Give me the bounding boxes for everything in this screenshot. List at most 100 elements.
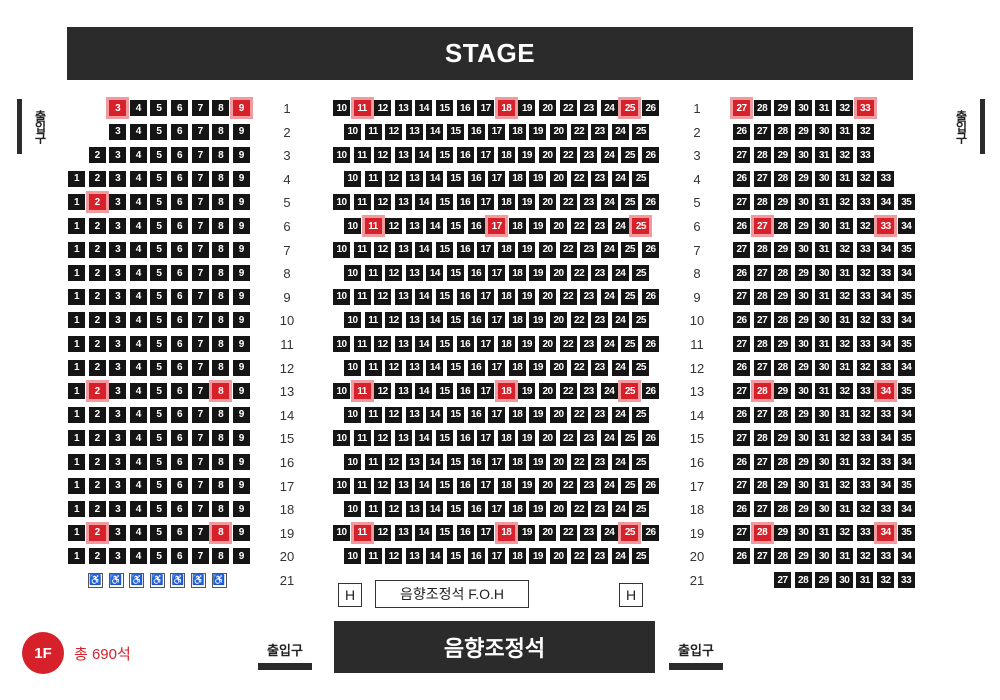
seat-center-25[interactable]: 25 bbox=[621, 430, 639, 447]
seat-center-22[interactable]: 22 bbox=[559, 194, 577, 211]
seat-center-25[interactable]: 25 bbox=[632, 454, 650, 470]
seat-right-35[interactable]: 35 bbox=[897, 288, 915, 305]
seat-center-20[interactable]: 20 bbox=[539, 100, 556, 116]
seat-center-22[interactable]: 22 bbox=[570, 359, 588, 376]
seat-center-15[interactable]: 15 bbox=[447, 123, 464, 140]
seat-center-18[interactable]: 18 bbox=[508, 265, 526, 282]
seat-right-33[interactable]: 33 bbox=[856, 194, 874, 211]
seat-center-20[interactable]: 20 bbox=[539, 524, 556, 541]
seat-left-7[interactable]: 7 bbox=[191, 430, 209, 447]
seat-right-32[interactable]: 32 bbox=[836, 383, 853, 400]
seat-right-34[interactable]: 34 bbox=[897, 406, 915, 423]
seat-left-8[interactable]: 8 bbox=[212, 288, 230, 305]
seat-center-14[interactable]: 14 bbox=[415, 288, 433, 305]
seat-left-5[interactable]: 5 bbox=[150, 454, 168, 470]
seat-left-2[interactable]: 2 bbox=[88, 288, 106, 305]
seat-center-25[interactable]: 25 bbox=[632, 548, 650, 565]
seat-right-30[interactable]: 30 bbox=[794, 336, 812, 352]
seat-left-3[interactable]: 3 bbox=[109, 241, 127, 258]
seat-center-11[interactable]: 11 bbox=[364, 359, 382, 376]
seat-left-2[interactable]: 2 bbox=[88, 170, 106, 187]
seat-center-11[interactable]: 11 bbox=[364, 312, 382, 329]
seat-left-8[interactable]: 8 bbox=[212, 406, 230, 423]
seat-center-20[interactable]: 20 bbox=[550, 501, 567, 518]
seat-left-8[interactable]: 8 bbox=[212, 265, 230, 282]
seat-center-20[interactable]: 20 bbox=[539, 336, 556, 352]
seat-left-3[interactable]: 3 bbox=[109, 170, 127, 187]
seat-center-19[interactable]: 19 bbox=[518, 241, 536, 258]
seat-center-12[interactable]: 12 bbox=[385, 501, 403, 518]
seat-right-32[interactable]: 32 bbox=[836, 288, 853, 305]
seat-left-4[interactable]: 4 bbox=[129, 383, 147, 400]
seat-right-31[interactable]: 31 bbox=[836, 548, 853, 565]
seat-right-26[interactable]: 26 bbox=[733, 548, 750, 565]
seat-left-4[interactable]: 4 bbox=[129, 218, 147, 234]
seat-center-11[interactable]: 11 bbox=[364, 265, 382, 282]
seat-center-12[interactable]: 12 bbox=[374, 336, 392, 352]
seat-left-4[interactable]: 4 bbox=[129, 170, 147, 187]
seat-left-9[interactable]: 9 bbox=[232, 383, 250, 400]
seat-right-32[interactable]: 32 bbox=[856, 218, 874, 234]
seat-center-24[interactable]: 24 bbox=[600, 383, 618, 400]
seat-left-5[interactable]: 5 bbox=[150, 312, 168, 329]
seat-center-10[interactable]: 10 bbox=[333, 241, 350, 258]
seat-left-8[interactable]: 8 bbox=[212, 359, 230, 376]
seat-center-12[interactable]: 12 bbox=[374, 100, 392, 116]
seat-right-28[interactable]: 28 bbox=[774, 406, 792, 423]
seat-center-10[interactable]: 10 bbox=[344, 454, 361, 470]
seat-left-9[interactable]: 9 bbox=[232, 147, 250, 164]
seat-left-3[interactable]: 3 bbox=[109, 123, 127, 140]
seat-right-28[interactable]: 28 bbox=[753, 194, 771, 211]
seat-left-9[interactable]: 9 bbox=[232, 241, 250, 258]
seat-left-5[interactable]: 5 bbox=[150, 548, 168, 565]
seat-center-23[interactable]: 23 bbox=[580, 147, 598, 164]
seat-right-28[interactable]: 28 bbox=[753, 288, 771, 305]
seat-right-29[interactable]: 29 bbox=[774, 194, 792, 211]
seat-center-17[interactable]: 17 bbox=[477, 524, 495, 541]
seat-right-31[interactable]: 31 bbox=[836, 123, 853, 140]
seat-center-16[interactable]: 16 bbox=[467, 501, 485, 518]
seat-left-8[interactable]: 8 bbox=[212, 170, 230, 187]
seat-right-27[interactable]: 27 bbox=[733, 194, 750, 211]
seat-right-30[interactable]: 30 bbox=[794, 147, 812, 164]
seat-center-15[interactable]: 15 bbox=[447, 406, 464, 423]
seat-left-8[interactable]: 8 bbox=[212, 477, 230, 494]
seat-left-6[interactable]: 6 bbox=[171, 265, 188, 282]
seat-center-23[interactable]: 23 bbox=[591, 548, 609, 565]
seat-right-34[interactable]: 34 bbox=[874, 521, 898, 544]
seat-right-26[interactable]: 26 bbox=[733, 501, 750, 518]
seat-center-10[interactable]: 10 bbox=[344, 359, 361, 376]
seat-left-7[interactable]: 7 bbox=[191, 336, 209, 352]
seat-right-27[interactable]: 27 bbox=[733, 524, 750, 541]
seat-center-25[interactable]: 25 bbox=[618, 97, 642, 119]
seat-center-16[interactable]: 16 bbox=[456, 336, 474, 352]
seat-left-5[interactable]: 5 bbox=[150, 336, 168, 352]
seat-center-18[interactable]: 18 bbox=[494, 521, 518, 544]
seat-right-32[interactable]: 32 bbox=[836, 147, 853, 164]
seat-center-26[interactable]: 26 bbox=[642, 524, 659, 541]
seat-right-31[interactable]: 31 bbox=[815, 147, 833, 164]
seat-right-34[interactable]: 34 bbox=[877, 288, 895, 305]
seat-right-27[interactable]: 27 bbox=[733, 430, 750, 447]
seat-center-11[interactable]: 11 bbox=[353, 336, 371, 352]
seat-right-34[interactable]: 34 bbox=[877, 336, 895, 352]
seat-left-6[interactable]: 6 bbox=[171, 218, 188, 234]
seat-center-15[interactable]: 15 bbox=[436, 288, 453, 305]
seat-right-33[interactable]: 33 bbox=[877, 548, 895, 565]
seat-center-16[interactable]: 16 bbox=[467, 170, 485, 187]
seat-center-23[interactable]: 23 bbox=[591, 123, 609, 140]
seat-left-9[interactable]: 9 bbox=[232, 548, 250, 565]
seat-center-13[interactable]: 13 bbox=[405, 218, 423, 234]
seat-center-24[interactable]: 24 bbox=[600, 477, 618, 494]
seat-center-19[interactable]: 19 bbox=[529, 265, 547, 282]
seat-right-34[interactable]: 34 bbox=[897, 265, 915, 282]
seat-left-8[interactable]: 8 bbox=[212, 430, 230, 447]
seat-left-9[interactable]: 9 bbox=[232, 288, 250, 305]
seat-center-23[interactable]: 23 bbox=[580, 383, 598, 400]
seat-right-31[interactable]: 31 bbox=[815, 524, 833, 541]
seat-center-15[interactable]: 15 bbox=[436, 147, 453, 164]
seat-left-5[interactable]: 5 bbox=[150, 194, 168, 211]
seat-right-32[interactable]: 32 bbox=[836, 477, 853, 494]
seat-center-25[interactable]: 25 bbox=[632, 359, 650, 376]
seat-right-29[interactable]: 29 bbox=[774, 383, 792, 400]
